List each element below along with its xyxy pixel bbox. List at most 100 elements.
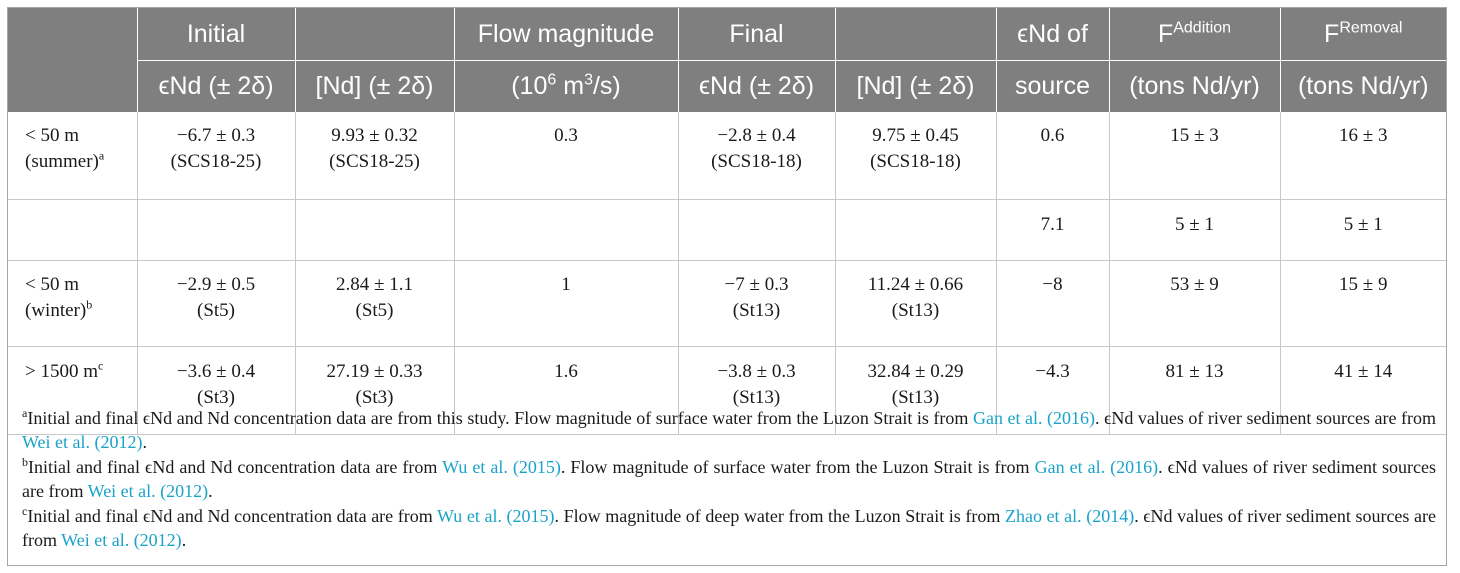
- header-removal-units: (tons Nd/yr): [1279, 60, 1446, 112]
- cell-final-nd: [834, 199, 996, 261]
- cell-removal: 5 ± 1: [1279, 199, 1446, 261]
- cell-flow: [453, 199, 678, 261]
- cell-initial-end: −3.6 ± 0.4 (St3): [136, 346, 295, 435]
- table-row: < 50 m (winter)b −2.9 ± 0.5 (St5) 2.84 ± 1…: [8, 260, 1446, 347]
- cell-station: (St13): [732, 387, 781, 408]
- cell-station: (SCS18-18): [711, 151, 802, 172]
- cell-station: (SCS18-25): [329, 151, 420, 172]
- header-final-end: ϵNd (± 2δ): [677, 60, 835, 112]
- cell-station: (St13): [891, 387, 940, 408]
- flow-units-b: m: [556, 72, 585, 100]
- flow-units-sup1: 6: [547, 71, 557, 89]
- row-label-footnote: a: [98, 148, 105, 163]
- flow-units-sup2: 3: [584, 71, 593, 89]
- cell-initial-nd: 2.84 ± 1.1 (St5): [294, 260, 454, 347]
- cell-value: 32.84 ± 0.29: [867, 361, 964, 382]
- cell-source: −4.3: [995, 346, 1109, 435]
- header-f-addition-sup: Addition: [1173, 19, 1232, 37]
- header-end-of: ϵNd of: [995, 8, 1109, 61]
- header-f-removal: FRemoval: [1279, 8, 1446, 61]
- cell-addition: 81 ± 13: [1108, 346, 1280, 435]
- cell-initial-nd: 27.19 ± 0.33 (St3): [294, 346, 454, 435]
- footnote-text: Initial and final ϵNd and Nd concentrati…: [27, 506, 438, 526]
- footnote-text: .: [208, 481, 213, 501]
- row-label: [8, 199, 137, 261]
- row-label-season: (summer): [25, 151, 99, 172]
- reference-link[interactable]: Gan et al. (2016): [972, 408, 1096, 428]
- cell-value: 9.93 ± 0.32: [331, 125, 418, 146]
- cell-station: (St13): [891, 300, 940, 321]
- header-f-removal-letter: F: [1324, 19, 1340, 48]
- footnote-text: Initial and final ϵNd and Nd concentrati…: [28, 457, 443, 477]
- cell-flow: 0.3: [453, 112, 678, 200]
- cell-station: (St5): [197, 300, 235, 321]
- header-corner: [8, 8, 137, 61]
- cell-value: 11.24 ± 0.66: [867, 274, 964, 295]
- row-label-depth: < 50 m: [25, 274, 79, 295]
- cell-source: 0.6: [995, 112, 1109, 200]
- footnote-text: . ϵNd values of river sediment sources a…: [1095, 408, 1436, 428]
- table-row: 7.1 5 ± 1 5 ± 1: [8, 199, 1446, 261]
- footnote-text: . Flow magnitude of deep water from the …: [554, 506, 1005, 526]
- cell-source: −8: [995, 260, 1109, 347]
- header-source: source: [995, 60, 1109, 112]
- row-label-footnote: c: [98, 358, 104, 373]
- row-label-season: (winter): [25, 300, 87, 321]
- header-row-2: ϵNd (± 2δ) [Nd] (± 2δ) (106 m3/s) ϵNd (±…: [8, 60, 1446, 112]
- cell-value: −2.8 ± 0.4: [717, 125, 796, 146]
- footnote-text: . Flow magnitude of surface water from t…: [560, 457, 1035, 477]
- cell-value: 9.75 ± 0.45: [872, 125, 959, 146]
- cell-source: 7.1: [995, 199, 1109, 261]
- header-f-addition: FAddition: [1108, 8, 1280, 61]
- row-label-footnote: b: [86, 297, 93, 312]
- cell-final-end: −3.8 ± 0.3 (St13): [677, 346, 835, 435]
- cell-value: −6.7 ± 0.3: [176, 125, 256, 146]
- cell-final-nd: 32.84 ± 0.29 (St13): [834, 346, 996, 435]
- cell-final-nd: 9.75 ± 0.45 (SCS18-18): [834, 112, 996, 200]
- cell-initial-nd: [294, 199, 454, 261]
- footnote-text: Initial and final ϵNd and Nd concentrati…: [27, 408, 973, 428]
- cell-station: (St3): [355, 387, 394, 408]
- cell-removal: 15 ± 9: [1279, 260, 1446, 347]
- cell-station: (St3): [197, 387, 235, 408]
- cell-removal: 41 ± 14: [1279, 346, 1446, 435]
- footnote-b: bInitial and final ϵNd and Nd concentrat…: [22, 455, 1436, 503]
- footnote-mark: a: [22, 406, 28, 420]
- cell-final-end: [677, 199, 835, 261]
- row-label: < 50 m (winter)b: [8, 260, 137, 347]
- flow-units-c: /s): [592, 72, 621, 100]
- data-table: Initial Flow magnitude Final ϵNd of FAdd…: [8, 8, 1446, 435]
- footnote-mark: c: [22, 504, 28, 518]
- footnote-a: aInitial and final ϵNd and Nd concentrat…: [22, 406, 1436, 454]
- header-f-addition-letter: F: [1157, 19, 1174, 48]
- cell-final-end: −2.8 ± 0.4 (SCS18-18): [677, 112, 835, 200]
- cell-value: −3.6 ± 0.4: [176, 361, 256, 382]
- reference-link[interactable]: Wei et al. (2012): [22, 432, 143, 452]
- cell-addition: 5 ± 1: [1108, 199, 1280, 261]
- cell-station: (SCS18-25): [170, 151, 262, 172]
- cell-initial-nd: 9.93 ± 0.32 (SCS18-25): [294, 112, 454, 200]
- reference-link[interactable]: Wu et al. (2015): [442, 457, 561, 477]
- header-initial-blank: [294, 8, 454, 61]
- footnote-mark: b: [22, 455, 28, 469]
- reference-link[interactable]: Wei et al. (2012): [87, 481, 209, 501]
- header-final-nd: [Nd] (± 2δ): [834, 60, 996, 112]
- header-flow-magnitude: Flow magnitude: [453, 8, 678, 61]
- cell-final-nd: 11.24 ± 0.66 (St13): [834, 260, 996, 347]
- footnote-text: .: [181, 530, 187, 550]
- cell-station: (St5): [355, 300, 394, 321]
- table-frame: Initial Flow magnitude Final ϵNd of FAdd…: [7, 7, 1447, 566]
- reference-link[interactable]: Gan et al. (2016): [1034, 457, 1159, 477]
- cell-removal: 16 ± 3: [1279, 112, 1446, 200]
- header-final-blank: [834, 8, 996, 61]
- cell-addition: 53 ± 9: [1108, 260, 1280, 347]
- header-row-1: Initial Flow magnitude Final ϵNd of FAdd…: [8, 8, 1446, 61]
- cell-initial-end: −2.9 ± 0.5 (St5): [136, 260, 295, 347]
- reference-link[interactable]: Wu et al. (2015): [437, 506, 555, 526]
- reference-link[interactable]: Wei et al. (2012): [61, 530, 182, 550]
- flow-units-a: (10: [511, 72, 548, 100]
- row-label-depth: > 1500 m: [25, 361, 98, 382]
- reference-link[interactable]: Zhao et al. (2014): [1004, 506, 1135, 526]
- cell-value: −7 ± 0.3: [724, 274, 789, 295]
- cell-value: 2.84 ± 1.1: [336, 274, 413, 295]
